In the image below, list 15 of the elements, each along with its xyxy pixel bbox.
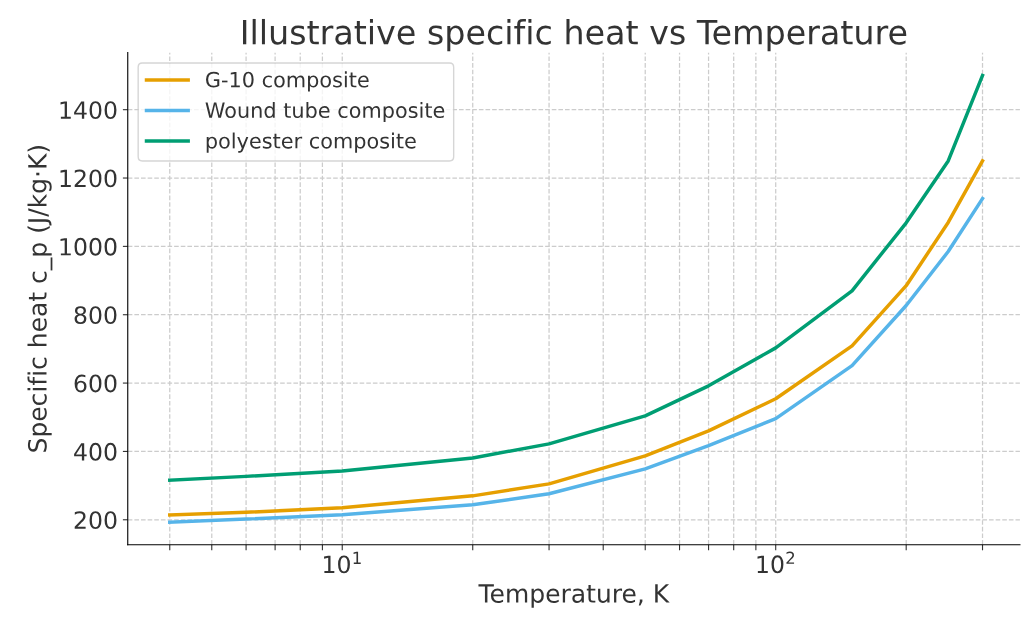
y-tick-label: 600 <box>74 374 117 393</box>
legend-label: Wound tube composite <box>205 101 445 123</box>
y-tick-label: 1200 <box>60 169 117 188</box>
x-tick-label: 10$^{1}$ <box>324 551 361 574</box>
x-axis-title: Temperature, K <box>478 584 670 608</box>
legend-label: polyester composite <box>206 132 416 153</box>
y-axis-title: Specific heat c_p (J/kg·K) <box>27 146 53 452</box>
y-tick-label: 200 <box>74 511 117 530</box>
y-tick-label: 400 <box>74 442 117 461</box>
y-tick-label: 800 <box>74 306 117 325</box>
x-tick-label: 10$^{2}$ <box>757 551 795 574</box>
chart-title: Illustrative specific heat vs Temperature <box>242 18 907 52</box>
legend-label: G-10 composite <box>206 71 369 92</box>
y-tick-label: 1400 <box>60 101 117 119</box>
y-tick-label: 1000 <box>60 237 117 256</box>
